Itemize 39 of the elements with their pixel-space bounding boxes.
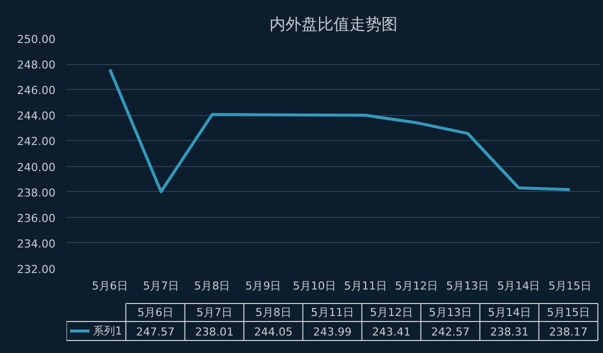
category-label: 5月14日 bbox=[488, 306, 531, 319]
x-tick-label: 5月10日 bbox=[292, 280, 336, 292]
line-series bbox=[108, 68, 572, 194]
data-label: 242.57 bbox=[431, 326, 470, 338]
x-tick-label: 5月6日 bbox=[92, 280, 128, 292]
category-label: 5月13日 bbox=[428, 306, 472, 319]
data-label: 238.01 bbox=[195, 326, 234, 338]
data-label: 244.05 bbox=[254, 326, 293, 338]
y-tick-label: 232.00 bbox=[17, 263, 56, 276]
chart-title: 内外盘比值走势图 bbox=[270, 14, 398, 34]
x-tick-label: 5月9日 bbox=[245, 280, 282, 292]
x-tick-label: 5月12日 bbox=[395, 280, 438, 292]
x-tick-label: 5月8日 bbox=[194, 280, 230, 292]
data-label: 243.41 bbox=[372, 326, 411, 338]
data-label: 238.31 bbox=[490, 326, 529, 338]
y-tick-label: 248.00 bbox=[17, 58, 56, 72]
x-tick-label: 5月11日 bbox=[344, 280, 387, 292]
x-tick-label: 5月15日 bbox=[548, 280, 592, 292]
y-tick-label: 244.00 bbox=[17, 110, 56, 123]
category-label: 5月6日 bbox=[137, 306, 174, 319]
y-tick-label: 250.00 bbox=[17, 33, 56, 46]
category-label: 5月11日 bbox=[310, 306, 354, 319]
y-tick-label: 242.00 bbox=[17, 135, 56, 148]
data-label: 247.57 bbox=[136, 326, 175, 338]
x-tick-label: 5月14日 bbox=[497, 280, 540, 292]
y-tick-label: 246.00 bbox=[17, 84, 56, 98]
category-label: 5月15日 bbox=[546, 306, 590, 319]
category-label: 5月7日 bbox=[196, 306, 232, 319]
y-tick-label: 240.00 bbox=[17, 160, 56, 174]
legend-label: 系列1 bbox=[93, 324, 122, 338]
category-label: 5月8日 bbox=[255, 306, 292, 319]
data-label: 238.17 bbox=[549, 326, 588, 338]
y-tick-label: 236.00 bbox=[17, 212, 56, 225]
category-label: 5月12日 bbox=[370, 306, 413, 319]
y-tick-label: 238.00 bbox=[17, 186, 56, 200]
x-tick-label: 5月7日 bbox=[143, 280, 180, 292]
data-label: 243.99 bbox=[313, 326, 352, 338]
y-tick-label: 234.00 bbox=[17, 237, 56, 250]
x-tick-label: 5月13日 bbox=[446, 280, 490, 292]
